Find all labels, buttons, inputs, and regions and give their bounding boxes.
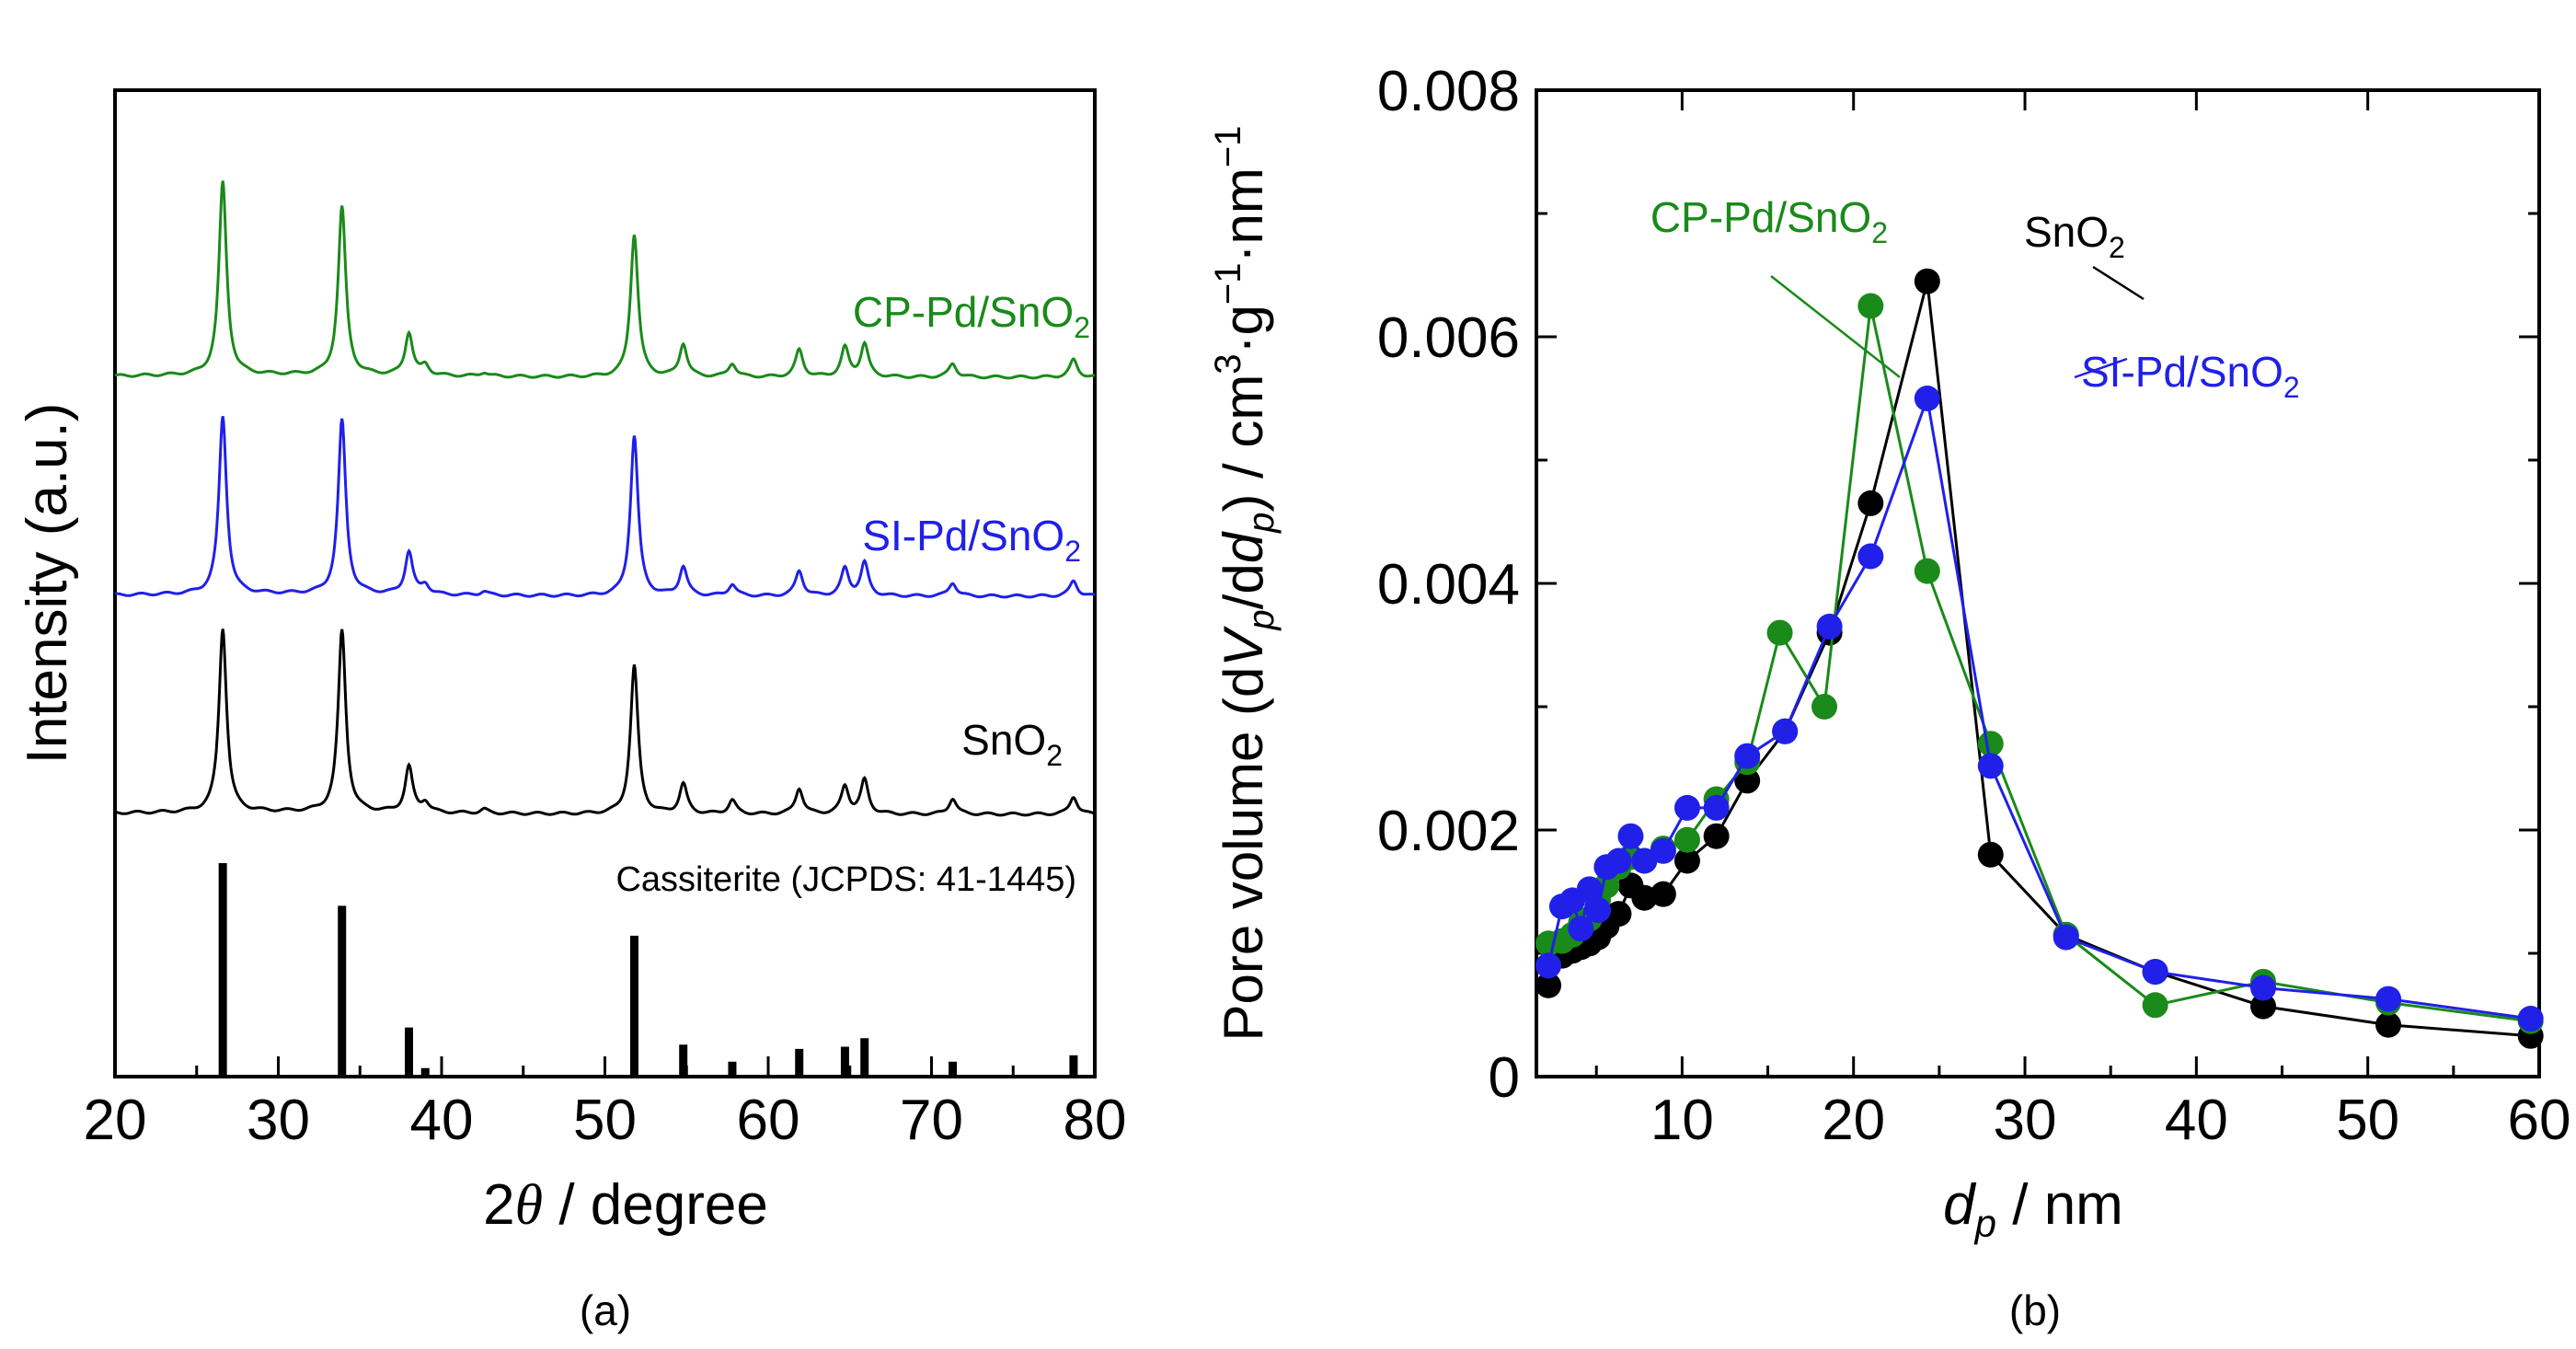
panel-b-data-point — [1535, 952, 1562, 979]
panel-b-series — [1535, 268, 2544, 1049]
panel-b-x-tick-label: 20 — [1822, 1089, 1885, 1152]
panel-b-data-point — [2517, 1006, 2544, 1032]
panel-b-data-point — [1857, 543, 1884, 570]
panel-b-data-point — [2053, 924, 2079, 951]
panel-b-data-point — [1772, 718, 1799, 744]
panel-a-label: (a) — [580, 1286, 631, 1334]
panel-b-data-point — [1535, 972, 1562, 998]
panel-b-data-point — [1734, 743, 1761, 769]
panel-a-series-label-2: SnO2 — [961, 716, 1063, 772]
panel-a-x-tick-label: 20 — [84, 1089, 147, 1152]
panel-b-y-tick-label: 0.006 — [1377, 306, 1520, 370]
panel-b-data-point — [2375, 1011, 2402, 1038]
panel-b-data-point — [2142, 959, 2168, 986]
panel-b-data-point — [1857, 293, 1884, 319]
panel-a-x-axis-label: 2θ / degree — [483, 1173, 768, 1237]
panel-b-y-tick-label: 0.004 — [1377, 553, 1520, 617]
panel-b-x-axis-label: dp / nm — [1943, 1173, 2123, 1245]
panel-b-y-tick-label: 0.008 — [1377, 60, 1520, 123]
panel-a-x-tick-label: 80 — [1064, 1089, 1127, 1152]
panel-a-x-tick-label: 70 — [900, 1089, 963, 1152]
panel-b-data-point — [1617, 823, 1644, 849]
panel-b-data-point — [1605, 901, 1632, 928]
panel-b-data-point — [1673, 826, 1700, 853]
panel-b-series-2 — [1535, 386, 2544, 1032]
panel-b-y-tick-label: 0 — [1489, 1046, 1520, 1110]
panel-b-x-tick-label: 10 — [1650, 1089, 1714, 1152]
panel-b-ticks: 10 20 30 40 50 60 0 0.002 0.004 0.006 0.008 — [1377, 60, 2571, 1152]
panel-b-y-axis-label: Pore volume (dVp/ddp) / cm3·g−1·nm−1 — [1208, 126, 1282, 1042]
panel-b-data-point — [1816, 613, 1843, 640]
panel-b-series-line — [1547, 281, 2531, 1038]
panel-b-data-point — [1857, 490, 1884, 516]
panel-b-pore-distribution: 10 20 30 40 50 60 0 0.002 0.004 0.006 0.008 SnO2 CP… — [1208, 60, 2570, 1334]
panel-a-x-tick-label: 40 — [410, 1089, 474, 1152]
panel-a-x-ticks: 20 30 40 50 60 70 80 — [84, 1056, 1127, 1152]
panel-b-label: (b) — [2009, 1286, 2061, 1334]
xrd-trace-0 — [114, 180, 1095, 380]
panel-a-series-label-1: SI-Pd/SnO2 — [862, 512, 1081, 568]
panel-b-data-point — [1605, 847, 1632, 874]
panel-b-data-point — [1977, 731, 2004, 757]
panel-b-leader-line — [2074, 357, 2128, 379]
panel-b-x-tick-label: 50 — [2336, 1089, 2399, 1152]
panel-b-series-labels: SnO2 CP-Pd/SnO2 SI-Pd/SnO2 — [1650, 193, 2300, 404]
panel-b-data-point — [1703, 794, 1730, 821]
panel-b-data-point — [1650, 837, 1676, 864]
panel-b-data-point — [1977, 753, 2004, 779]
panel-b-data-point — [2250, 993, 2277, 1020]
panel-b-data-point — [1914, 268, 1940, 294]
xrd-trace-1 — [114, 416, 1096, 599]
panel-a-plot-frame — [113, 88, 1097, 1078]
panel-b-data-point — [1977, 841, 2004, 868]
panel-b-series-line — [1547, 306, 2531, 1023]
panel-b-data-point — [1673, 847, 1700, 874]
panel-b-data-point — [1576, 876, 1603, 903]
panel-a-series-label-0: CP-Pd/SnO2 — [853, 288, 1090, 344]
panel-b-x-tick-label: 40 — [2165, 1089, 2228, 1152]
panel-b-leader-line — [2092, 265, 2145, 301]
panel-a-y-axis-label: Intensity (a.u.) — [16, 403, 79, 765]
panel-b-data-point — [1734, 767, 1761, 794]
panel-b-data-point — [1811, 694, 1838, 720]
panel-b-data-point — [1766, 619, 1793, 646]
panel-b-series-line — [1547, 393, 2531, 1020]
panel-b-data-point — [1914, 558, 1940, 584]
panel-b-data-point — [1914, 386, 1940, 411]
panel-b-data-point — [1650, 881, 1676, 907]
panel-b-data-point — [2142, 992, 2168, 1019]
panel-b-series-label-0: SnO2 — [2024, 208, 2125, 264]
panel-a-xrd: 20 30 40 50 60 70 80 CP-Pd/SnO2SI-Pd/SnO2SnO2C… — [16, 88, 1127, 1334]
panel-b-data-point — [1568, 916, 1594, 942]
panel-b-x-tick-label: 30 — [1994, 1089, 2057, 1152]
panel-a-reference-sticks — [218, 863, 1078, 1077]
panel-b-leader-line — [1770, 275, 1901, 378]
panel-b-data-point — [2250, 974, 2277, 1001]
panel-b-data-point — [1585, 897, 1612, 924]
xrd-trace-2 — [114, 628, 1096, 817]
panel-b-y-tick-label: 0.002 — [1377, 800, 1520, 863]
panel-a-series-labels: CP-Pd/SnO2 SI-Pd/SnO2 SnO2 Cassiterite (JCP… — [615, 288, 1090, 899]
panel-b-data-point — [1673, 794, 1700, 821]
panel-a-x-tick-label: 60 — [737, 1089, 800, 1152]
panel-b-series-0 — [1535, 268, 2544, 1049]
panel-b-x-tick-label: 60 — [2508, 1089, 2571, 1152]
panel-b-series-1 — [1535, 293, 2544, 1034]
panel-b-data-point — [1703, 823, 1730, 849]
panel-b-data-point — [2375, 986, 2402, 1012]
panel-b-series-label-1: CP-Pd/SnO2 — [1650, 193, 1888, 249]
panel-a-traces — [114, 180, 1096, 817]
reference-label: Cassiterite (JCPDS: 41-1445) — [615, 860, 1076, 899]
panel-b-series-label-2: SI-Pd/SnO2 — [2081, 348, 2300, 404]
panel-a-x-tick-label: 50 — [573, 1089, 637, 1152]
panel-a-x-tick-label: 30 — [247, 1089, 310, 1152]
